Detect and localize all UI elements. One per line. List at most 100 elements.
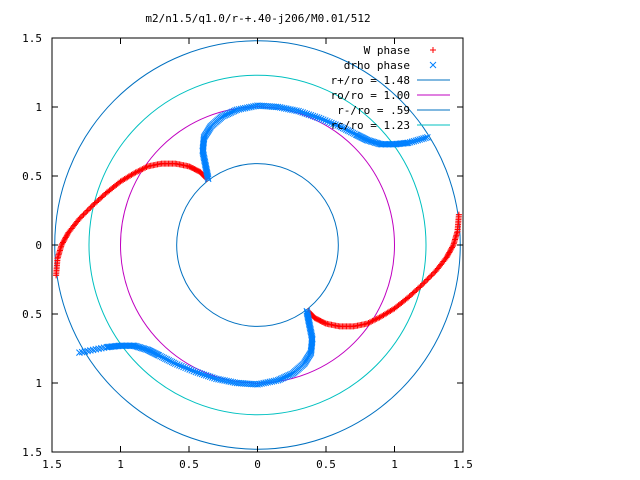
data-point bbox=[227, 378, 235, 386]
data-point bbox=[174, 361, 181, 368]
data-point bbox=[88, 203, 95, 210]
data-point bbox=[106, 343, 113, 351]
data-point bbox=[425, 275, 432, 282]
data-point bbox=[208, 374, 216, 381]
circle-series-2 bbox=[54, 40, 461, 450]
data-point bbox=[282, 105, 290, 113]
data-point bbox=[237, 105, 245, 113]
data-point bbox=[204, 372, 212, 380]
data-point bbox=[307, 111, 315, 119]
data-point bbox=[307, 346, 315, 354]
data-point bbox=[243, 104, 251, 112]
data-point bbox=[319, 116, 327, 124]
data-point bbox=[311, 113, 319, 121]
data-point bbox=[206, 373, 214, 381]
data-point bbox=[213, 375, 220, 383]
data-point bbox=[91, 200, 98, 207]
data-point bbox=[233, 379, 241, 387]
data-point bbox=[317, 115, 325, 123]
data-point bbox=[95, 345, 102, 353]
data-point bbox=[84, 347, 91, 355]
data-point bbox=[89, 346, 97, 354]
data-point bbox=[366, 319, 373, 326]
data-point bbox=[429, 270, 436, 277]
data-point bbox=[373, 315, 380, 322]
legend-label: drho phase bbox=[344, 59, 410, 72]
data-point bbox=[250, 103, 257, 110]
data-point bbox=[346, 127, 353, 135]
data-point bbox=[347, 128, 355, 136]
y-tick-label: 0.5 bbox=[22, 308, 42, 321]
data-point bbox=[369, 317, 376, 324]
data-point bbox=[231, 379, 239, 386]
data-point bbox=[326, 118, 333, 126]
data-point bbox=[184, 365, 191, 373]
y-tick-label: 1.5 bbox=[22, 446, 42, 459]
data-point bbox=[417, 283, 424, 290]
data-point bbox=[78, 348, 86, 356]
data-point bbox=[412, 137, 420, 145]
data-point bbox=[182, 364, 189, 372]
data-point bbox=[168, 358, 176, 366]
data-point bbox=[241, 104, 249, 112]
data-point bbox=[299, 109, 307, 116]
circle-series-3 bbox=[120, 106, 395, 384]
data-point bbox=[143, 164, 150, 171]
data-point bbox=[97, 344, 105, 352]
data-point bbox=[370, 317, 377, 324]
data-point bbox=[138, 166, 145, 173]
data-point bbox=[332, 121, 339, 129]
data-point bbox=[368, 318, 375, 325]
axis-ticks: 1.5 1 0.5 0 0.5 1 1.51.510.500.511.5 bbox=[22, 32, 473, 471]
data-point bbox=[188, 366, 196, 374]
data-point bbox=[408, 138, 416, 146]
data-point bbox=[84, 207, 91, 214]
data-point bbox=[260, 379, 268, 387]
x-tick-label: 0.5 bbox=[179, 458, 199, 471]
data-point bbox=[171, 360, 179, 368]
data-point bbox=[313, 113, 321, 121]
data-point bbox=[135, 168, 142, 175]
data-point bbox=[165, 357, 173, 364]
data-point bbox=[449, 243, 456, 250]
data-point bbox=[291, 106, 298, 114]
data-point bbox=[81, 210, 88, 217]
data-point bbox=[167, 357, 174, 365]
data-point bbox=[276, 104, 284, 111]
y-tick-label: 1 bbox=[35, 377, 42, 390]
data-point bbox=[103, 343, 111, 351]
data-point bbox=[233, 106, 241, 114]
chart-title: m2/n1.5/q1.0/r-+.40-j206/M0.01/512 bbox=[145, 12, 370, 25]
data-point bbox=[334, 122, 341, 129]
data-point bbox=[418, 282, 425, 289]
point-series-1 bbox=[76, 102, 431, 388]
data-point bbox=[455, 211, 462, 218]
data-point bbox=[192, 368, 200, 376]
data-point bbox=[223, 377, 231, 385]
data-point bbox=[420, 280, 427, 287]
data-point bbox=[215, 375, 222, 383]
data-point bbox=[225, 377, 233, 385]
legend-label: r-/ro = .59 bbox=[337, 104, 410, 117]
data-point bbox=[410, 137, 418, 145]
data-point bbox=[239, 105, 247, 112]
data-point bbox=[364, 320, 371, 327]
data-point bbox=[339, 124, 347, 132]
data-point bbox=[202, 372, 210, 379]
data-point bbox=[217, 376, 224, 384]
data-point bbox=[268, 378, 276, 385]
series-layer bbox=[53, 40, 462, 450]
data-point bbox=[266, 378, 274, 386]
data-point bbox=[324, 117, 331, 125]
data-point bbox=[262, 379, 270, 387]
legend-label: ro/ro = 1.00 bbox=[331, 89, 410, 102]
data-point bbox=[278, 104, 286, 112]
data-point bbox=[336, 122, 344, 130]
data-point bbox=[315, 114, 323, 122]
data-point bbox=[92, 345, 100, 353]
x-tick-label: 1 bbox=[117, 458, 124, 471]
data-point bbox=[144, 163, 151, 170]
data-point bbox=[140, 165, 147, 172]
data-point bbox=[330, 120, 337, 128]
